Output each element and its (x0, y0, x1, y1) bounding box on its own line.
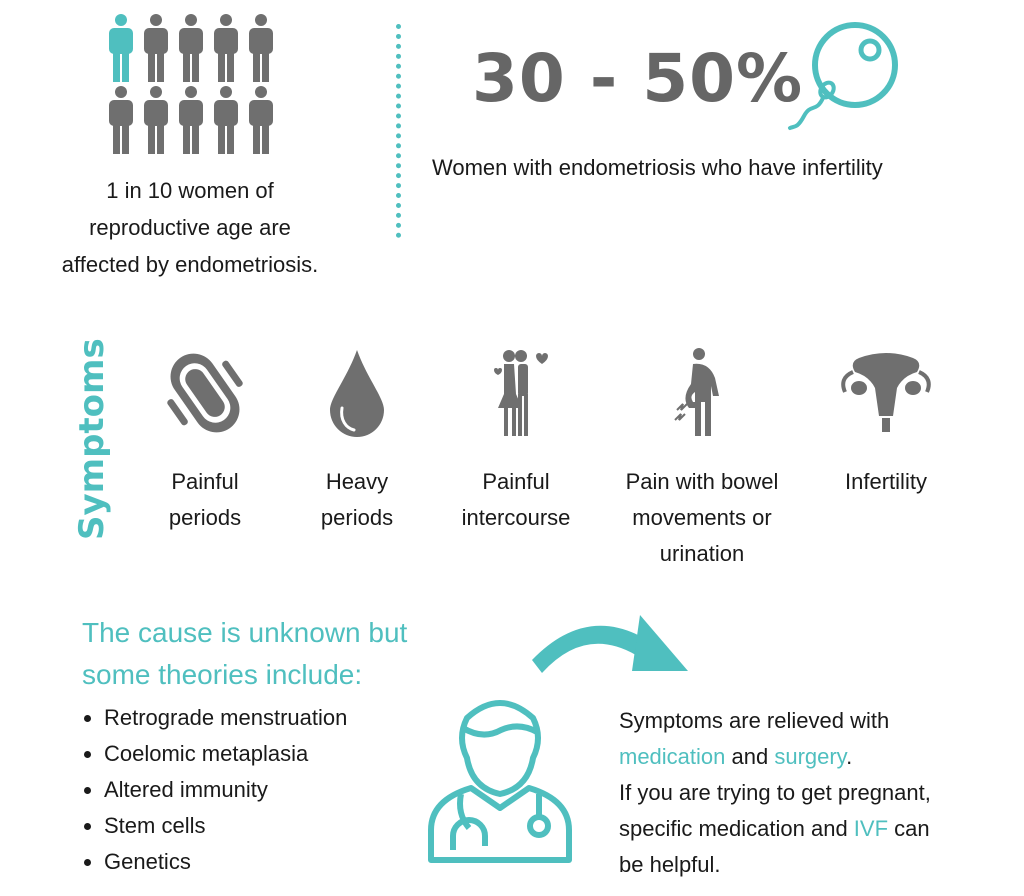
list-item: Coelomic metaplasia (84, 736, 347, 772)
woman-figure-highlighted (109, 14, 133, 82)
caption-line: reproductive age are (89, 215, 291, 240)
symptom-label: Heavy (325, 469, 389, 494)
treatment-text: Symptoms are relieved with medication an… (619, 703, 1019, 883)
symptom-label: periods (320, 505, 394, 530)
prevalence-caption: 1 in 10 women of reproductive age are af… (30, 172, 350, 283)
curved-arrow-icon (532, 615, 688, 673)
treatment-line: specific medication and IVF can (619, 811, 1019, 847)
treatment-text-and: and (725, 744, 775, 769)
treatment-period: . (846, 744, 853, 769)
woman-figure (144, 86, 168, 154)
treatment-line: If you are trying to get pregnant, (619, 780, 931, 805)
symptom-label: movements or (632, 505, 772, 530)
symptom-label: Infertility (845, 469, 927, 494)
treatment-text: specific medication and (619, 816, 854, 841)
symptom-bowel-urination-pain: Pain with bowel movements or urination (602, 348, 802, 572)
woman-figure (144, 14, 168, 82)
list-item: Genetics (84, 844, 347, 880)
surgery-highlight: surgery (774, 744, 847, 769)
woman-figure (179, 14, 203, 82)
woman-figure (249, 14, 273, 82)
symptom-label: urination (659, 541, 745, 566)
treatment-line: medication and surgery. (619, 739, 1019, 775)
symptom-painful-intercourse: Painful intercourse (416, 348, 616, 536)
causes-title-line: some theories include: (82, 659, 363, 690)
dotted-divider (396, 24, 401, 238)
women-figures-icon (109, 14, 273, 154)
symptom-label: intercourse (461, 505, 571, 530)
infertility-description: Women with endometriosis who have infert… (432, 155, 883, 180)
symptom-infertility: Infertility (786, 348, 986, 500)
symptom-painful-periods: Painful periods (105, 348, 305, 536)
symptom-heavy-periods: Heavy periods (257, 348, 457, 536)
egg-sperm-icon (788, 22, 898, 130)
symptom-label: Painful (171, 469, 239, 494)
symptom-label: Pain with bowel (625, 469, 779, 494)
doctor-icon (428, 700, 572, 863)
woman-figure (179, 86, 203, 154)
woman-figure (109, 86, 133, 154)
causes-title: The cause is unknown but some theories i… (82, 612, 407, 696)
infertility-stat: 30 - 50% (472, 40, 804, 117)
list-item: Retrograde menstruation (84, 700, 347, 736)
symptom-label: periods (168, 505, 242, 530)
uterus-icon (841, 353, 931, 432)
blood-drop-icon (330, 350, 384, 437)
causes-title-line: The cause is unknown but (82, 617, 408, 648)
medication-highlight: medication (619, 744, 726, 769)
list-item: Altered immunity (84, 772, 347, 808)
couple-icon (494, 350, 548, 436)
sanitary-pad-icon (167, 353, 243, 433)
woman-figure (214, 14, 238, 82)
symptom-label: Painful (482, 469, 550, 494)
ivf-highlight: IVF (853, 816, 889, 841)
theories-list: Retrograde menstruation Coelomic metapla… (84, 700, 347, 880)
treatment-line: be helpful. (619, 852, 721, 877)
treatment-line: Symptoms are relieved with (619, 708, 890, 733)
caption-line: affected by endometriosis. (61, 252, 319, 277)
treatment-text: can (888, 816, 930, 841)
caption-line: 1 in 10 women of (106, 178, 274, 203)
abdominal-pain-icon (674, 348, 719, 436)
woman-figure (249, 86, 273, 154)
woman-figure (214, 86, 238, 154)
list-item: Stem cells (84, 808, 347, 844)
